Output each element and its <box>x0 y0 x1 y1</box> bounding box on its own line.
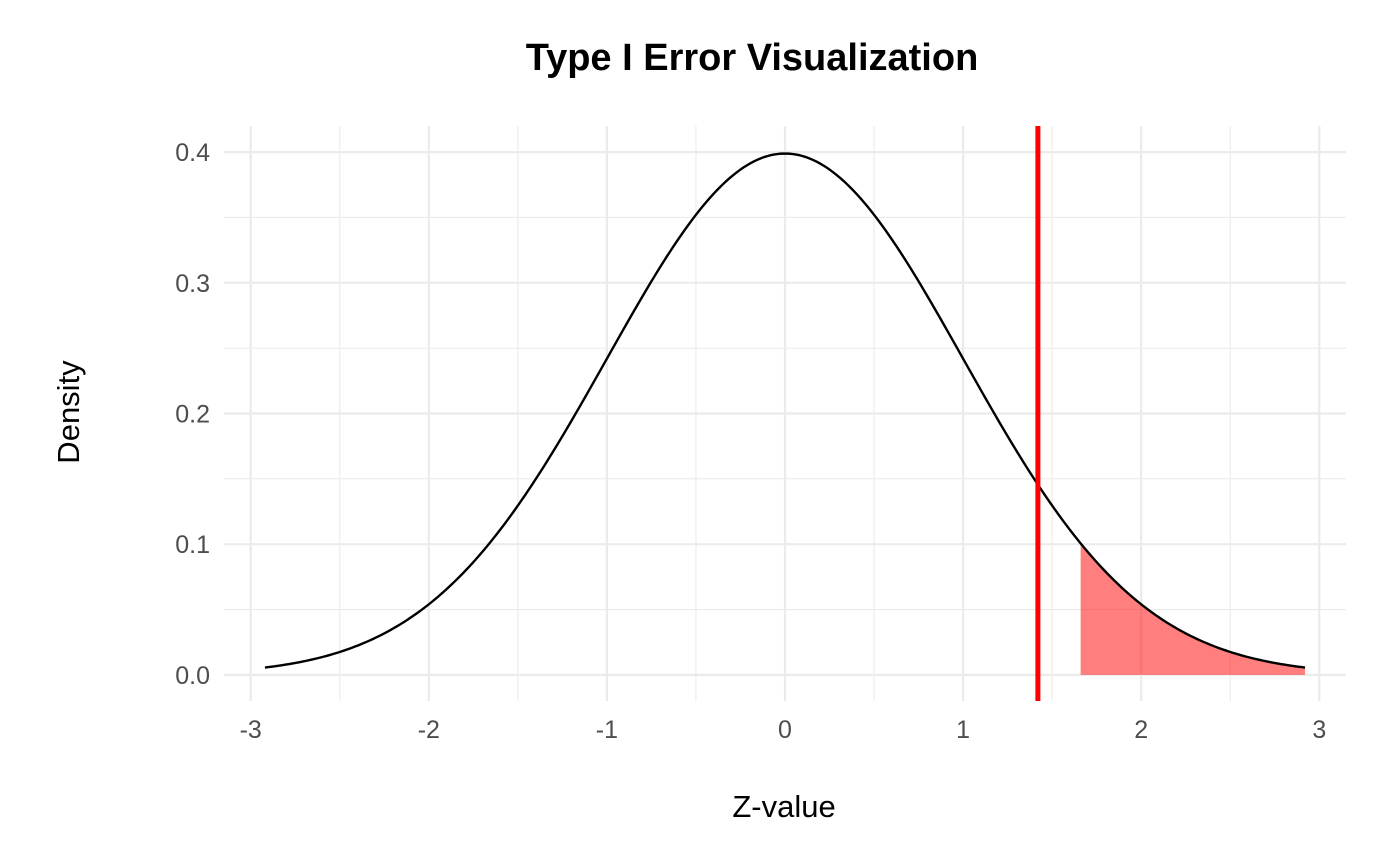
x-tick-label: 2 <box>1134 716 1148 744</box>
x-tick-label: 1 <box>956 716 970 744</box>
y-tick-label: 0.3 <box>175 270 210 298</box>
grid <box>224 126 1346 701</box>
y-tick-label: 0.1 <box>175 531 210 559</box>
plot-area <box>264 126 1306 701</box>
y-axis-ticks: 0.0 0.1 0.2 0.3 0.4 <box>175 139 210 690</box>
x-tick-label: 0 <box>778 716 792 744</box>
x-axis-ticks: -3 -2 -1 0 1 2 3 <box>240 716 1327 744</box>
x-tick-label: -3 <box>240 716 262 744</box>
y-axis-title: Density <box>51 360 86 464</box>
y-tick-label: 0.0 <box>175 662 210 690</box>
y-tick-label: 0.4 <box>175 139 210 167</box>
x-tick-label: 3 <box>1312 716 1326 744</box>
x-tick-label: -1 <box>596 716 618 744</box>
x-axis-title: Z-value <box>732 789 835 824</box>
x-tick-label: -2 <box>418 716 440 744</box>
density-curve <box>264 152 1306 669</box>
y-tick-label: 0.2 <box>175 401 210 429</box>
chart-title: Type I Error Visualization <box>526 37 979 79</box>
shaded-tail-area <box>1080 543 1306 675</box>
